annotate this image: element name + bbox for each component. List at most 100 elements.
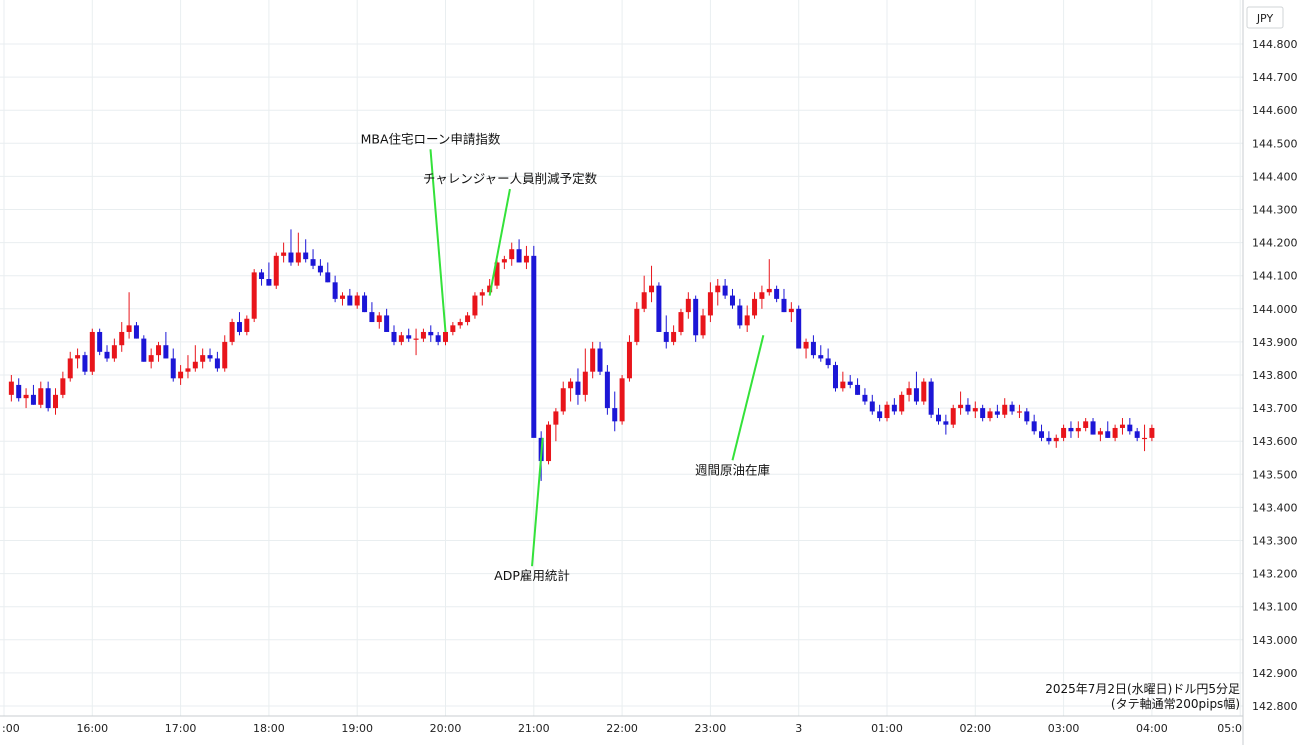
candle[interactable] [671,325,677,346]
candle[interactable] [803,338,809,359]
candle[interactable] [994,404,1000,419]
candle[interactable] [104,345,110,362]
candle[interactable] [354,292,360,309]
candle[interactable] [788,302,794,323]
candle[interactable] [685,292,691,319]
candle[interactable] [126,292,132,339]
candle[interactable] [428,325,434,342]
candle[interactable] [612,391,618,432]
candle[interactable] [1039,424,1045,442]
candle[interactable] [325,262,331,283]
candle[interactable] [752,292,758,319]
candle[interactable] [339,292,345,306]
candle[interactable] [259,269,265,286]
candle[interactable] [1002,398,1008,419]
candle[interactable] [156,341,162,362]
candle[interactable] [906,381,912,402]
candle[interactable] [1119,418,1125,435]
candle[interactable] [950,404,956,428]
candle[interactable] [546,421,552,465]
candle[interactable] [82,351,88,375]
candle[interactable] [67,351,73,382]
event-annotation[interactable]: 週間原油在庫 [695,335,770,477]
candle[interactable] [236,312,242,336]
candle[interactable] [1061,424,1067,442]
candle[interactable] [251,269,257,323]
candle[interactable] [288,229,294,266]
candle[interactable] [1142,424,1148,452]
candle[interactable] [832,361,838,392]
candle[interactable] [1105,421,1111,438]
candle[interactable] [575,368,581,405]
candle[interactable] [891,398,897,415]
event-annotation[interactable]: MBA住宅ローン申請指数 [361,131,501,333]
candle[interactable] [38,381,44,409]
candle[interactable] [192,345,198,372]
candle[interactable] [1075,421,1081,438]
candle[interactable] [494,259,500,289]
time-axis[interactable]: :00 16:00 17:00 18:00 19:00 20:00 21:00 22:00 23… [2,722,1242,735]
candle[interactable] [200,348,206,369]
candle[interactable] [840,371,846,392]
candle[interactable] [884,401,890,422]
candle[interactable] [649,265,655,303]
candle[interactable] [678,308,684,336]
candle[interactable] [531,245,537,438]
candle[interactable] [244,315,250,336]
candle[interactable] [1053,434,1059,448]
candle[interactable] [774,285,780,303]
candle[interactable] [97,328,103,356]
candle[interactable] [656,282,662,332]
candle[interactable] [825,348,831,369]
candle[interactable] [89,328,95,375]
candle[interactable] [457,318,463,329]
candle[interactable] [347,288,353,306]
candle[interactable] [1016,404,1022,419]
candle[interactable] [317,259,323,276]
candle[interactable] [1149,424,1155,442]
candle[interactable] [707,282,713,323]
candle[interactable] [163,331,169,359]
candle[interactable] [855,378,861,395]
candle[interactable] [810,335,816,359]
candle[interactable] [362,292,368,313]
candle[interactable] [1068,421,1074,438]
candle[interactable] [921,378,927,405]
candle[interactable] [516,239,522,263]
candle[interactable] [266,262,272,286]
candle[interactable] [619,375,625,425]
candle[interactable] [133,322,139,339]
candle[interactable] [1127,418,1133,435]
candle[interactable] [148,348,154,369]
candle[interactable] [634,302,640,346]
candle[interactable] [1009,401,1015,415]
candle[interactable] [796,305,802,349]
currency-tag[interactable] [1246,6,1284,29]
candle[interactable] [1046,431,1052,445]
candle[interactable] [413,328,419,356]
candle[interactable] [450,322,456,336]
candle[interactable] [406,328,412,342]
candle[interactable] [590,341,596,379]
candle[interactable] [170,348,176,382]
candle[interactable] [60,371,66,399]
event-annotation[interactable]: ADP雇用統計 [494,437,570,583]
candle[interactable] [862,388,868,405]
candle[interactable] [435,331,441,346]
candle[interactable] [1112,424,1118,442]
candle[interactable] [965,398,971,415]
candle[interactable] [384,308,390,332]
candle[interactable] [119,322,125,352]
candle[interactable] [501,255,507,270]
candle[interactable] [273,252,279,289]
candle[interactable] [722,279,728,299]
candle[interactable] [398,331,404,346]
candle[interactable] [899,391,905,415]
candle[interactable] [45,381,51,412]
candle[interactable] [958,391,964,415]
candle[interactable] [30,384,36,405]
candle[interactable] [737,298,743,329]
price-axis[interactable]: 144.800 144.700 144.600 144.500 144.400 144.3… [1252,38,1298,713]
candle[interactable] [715,279,721,306]
candle[interactable] [693,295,699,342]
